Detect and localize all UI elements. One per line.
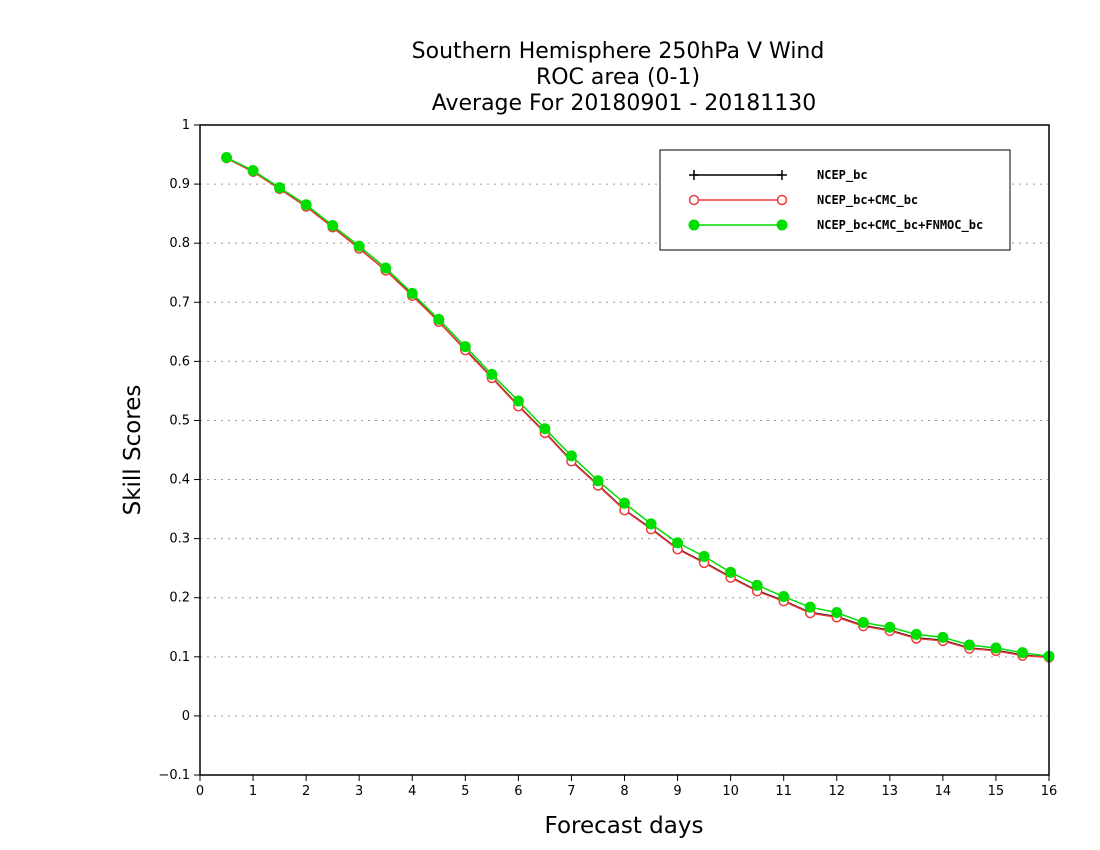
legend-label: NCEP_bc (817, 168, 868, 183)
data-point (1016, 647, 1028, 659)
series-3 (221, 152, 1055, 662)
y-tick-label: 0.9 (169, 177, 190, 192)
data-point (778, 591, 790, 603)
title-line-3: Average For 20180901 - 20181130 (432, 91, 817, 116)
x-tick-label: 2 (302, 784, 310, 799)
y-tick-label: 0.3 (169, 532, 190, 547)
x-tick-label: 10 (722, 784, 739, 799)
x-tick-label: 14 (935, 784, 952, 799)
data-point (751, 579, 763, 591)
y-axis-label: Skill Scores (120, 385, 146, 516)
x-tick-label: 7 (567, 784, 575, 799)
data-point (274, 182, 286, 194)
legend-label: NCEP_bc+CMC_bc (817, 193, 918, 208)
data-point (910, 628, 922, 640)
x-tick-label: 9 (673, 784, 681, 799)
y-tick-label: 0.8 (169, 236, 190, 251)
data-point (327, 219, 339, 231)
x-tick-label: 16 (1041, 784, 1058, 799)
x-tick-label: 13 (882, 784, 899, 799)
y-tick-label: 1 (182, 118, 190, 133)
y-tick-label: 0.1 (169, 650, 190, 665)
x-tick-label: 6 (514, 784, 522, 799)
data-point (512, 395, 524, 407)
data-point (884, 621, 896, 633)
data-point (725, 566, 737, 578)
data-point (990, 642, 1002, 654)
data-point (804, 601, 816, 613)
x-tick-label: 3 (355, 784, 363, 799)
y-tick-label: 0.7 (169, 295, 190, 310)
data-point (831, 607, 843, 618)
grid (200, 183, 1049, 717)
title-line-1: Southern Hemisphere 250hPa V Wind (412, 39, 825, 64)
data-point (380, 262, 392, 274)
y-tick-label: −0.1 (158, 768, 190, 783)
x-tick-label: 11 (775, 784, 792, 799)
data-point (937, 631, 949, 643)
chart-title: Southern Hemisphere 250hPa V Wind ROC ar… (412, 39, 825, 116)
data-point (619, 497, 630, 509)
axis-ticks: −0.100.10.20.30.40.50.60.70.80.910 1 2 3 4 5 6… (158, 118, 1057, 799)
x-tick-label: 5 (461, 784, 469, 799)
data-point (672, 537, 684, 549)
y-tick-label: 0.4 (169, 473, 190, 488)
x-tick-label: 15 (988, 784, 1005, 799)
data-point (247, 165, 259, 176)
data-point (353, 240, 365, 252)
data-point (221, 152, 233, 163)
legend: NCEP_bc NCEP_bc+CMC_bc NCEP_bc+CMC_bc+FNMO… (659, 149, 1011, 251)
plot-series (221, 152, 1055, 663)
data-point (300, 199, 312, 211)
data-point (539, 423, 551, 435)
data-point (698, 550, 710, 562)
legend-marker (777, 170, 787, 180)
data-point (645, 518, 657, 530)
plot-frame (199, 124, 1050, 776)
x-axis-label: Forecast days (545, 813, 704, 839)
data-point (486, 368, 498, 380)
x-tick-label: 12 (828, 784, 845, 799)
legend-marker (688, 194, 700, 206)
legend-marker (776, 219, 788, 231)
data-point (592, 475, 604, 487)
x-tick-label: 4 (408, 784, 416, 799)
y-tick-label: 0.5 (169, 413, 190, 428)
y-tick-label: 0 (182, 709, 190, 724)
data-point (857, 617, 869, 629)
y-tick-label: 0.6 (169, 354, 190, 369)
y-tick-label: 0.2 (169, 591, 190, 606)
data-point (963, 639, 975, 651)
legend-marker (776, 194, 788, 206)
x-tick-label: 8 (620, 784, 628, 799)
legend-marker (688, 219, 700, 231)
data-point (433, 313, 445, 325)
legend-marker (689, 170, 699, 180)
data-point (406, 287, 418, 299)
title-line-2: ROC area (0-1) (536, 65, 700, 90)
x-tick-label: 0 (196, 784, 204, 799)
legend-label: NCEP_bc+CMC_bc+FNMOC_bc (817, 218, 983, 233)
data-point (459, 341, 471, 353)
x-tick-label: 1 (249, 784, 257, 799)
data-point (565, 450, 577, 462)
